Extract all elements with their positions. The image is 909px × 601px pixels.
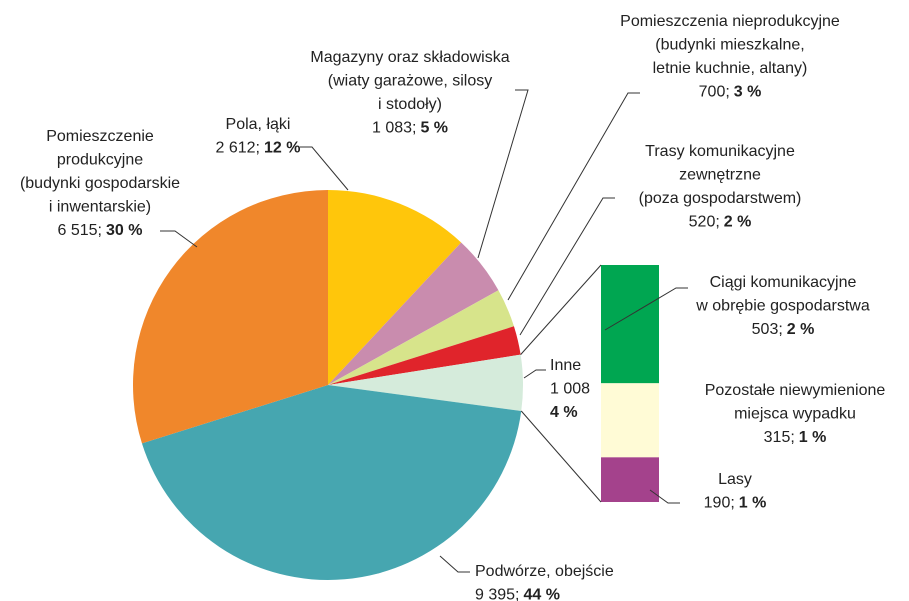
value: 315; [764,429,795,446]
sub-bar-segment [601,265,659,384]
pie-slice [141,385,522,580]
label-line: Pomieszczenia nieprodukcyjne [620,13,840,30]
leader-line [477,89,529,259]
connector-line [520,410,602,503]
percent: 2 % [787,321,815,338]
percent: 12 % [264,140,300,157]
label-line: miejsca wypadku [734,406,856,423]
value: 190; [704,495,735,512]
label-line: (wiaty garażowe, silosy [328,73,493,90]
label-line: zewnętrzne [679,167,761,184]
value: 1 083; [372,120,416,137]
percent: 2 % [724,214,752,231]
value: 2 612; [216,140,260,157]
sub-bar-segment [601,457,659,502]
connector-line [520,264,602,355]
label-line: Trasy komunikacyjne [645,143,795,160]
value-label: 1 008 [550,381,590,398]
leader-line [523,369,546,379]
label-line: Lasy [718,471,752,488]
percent: 1 % [799,429,827,446]
value-label: 503; 2 % [752,321,815,338]
leader-line [604,287,688,331]
label-line: (budynki gospodarskie [20,175,180,192]
pie-slice [328,242,499,385]
leader-line [439,555,470,573]
value: 6 515; [58,222,102,239]
percent: 3 % [734,84,762,101]
pie-slice [328,190,462,385]
percent: 30 % [106,222,142,239]
value: 503; [752,321,783,338]
value-label: 700; 3 % [699,84,762,101]
value-label: 6 515; 30 % [58,222,143,239]
label-line: Inne [550,357,581,374]
percent: 4 % [550,404,578,421]
label-line: (budynki mieszkalne, [655,37,804,54]
label-line: Pola, łąki [226,116,291,133]
leader-line [519,197,615,336]
value-label: 520; 2 % [689,214,752,231]
pie-slice [133,190,328,444]
leader-line [160,230,198,248]
label-line: i inwentarskie) [49,199,151,216]
value-label: 1 083; 5 % [372,120,448,137]
pie-slice [328,354,523,412]
percent: 1 % [739,495,767,512]
sub-bar-segment [601,383,659,458]
label-line: i stodoły) [378,96,442,113]
value-label: 190; 1 % [704,495,767,512]
label-line: (poza gospodarstwem) [639,190,802,207]
leader-line [300,146,349,191]
value: 9 395; [475,587,519,601]
label-line: Podwórze, obejście [475,563,614,580]
leader-line [507,92,640,301]
label-line: Pomieszczenie [46,128,154,145]
percent: 5 % [420,120,448,137]
leader-line [649,489,680,504]
percent-label: 4 % [550,404,578,421]
pie-slice [328,326,521,385]
value: 520; [689,214,720,231]
label-line: letnie kuchnie, altany) [653,60,808,77]
label-line: Ciągi komunikacyjne [710,274,857,291]
label-line: Magazyny oraz składowiska [310,49,509,66]
label-line: w obrębie gospodarstwa [695,298,870,315]
percent: 44 % [523,587,559,601]
value-label: 9 395; 44 % [475,587,560,601]
label-line: produkcyjne [57,152,143,169]
value-label: 2 612; 12 % [216,140,301,157]
pie-slice [328,290,514,385]
value: 700; [699,84,730,101]
label-line: Pozostałe niewymienione [705,382,886,399]
value-label: 315; 1 % [764,429,827,446]
